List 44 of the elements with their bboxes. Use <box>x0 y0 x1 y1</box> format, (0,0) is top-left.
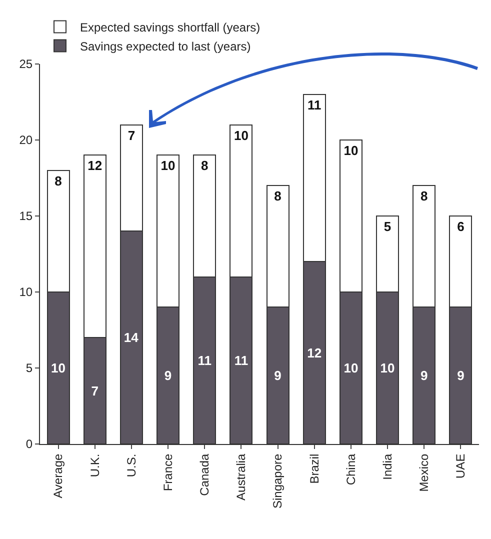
legend-label: Expected savings shortfall (years) <box>80 20 260 34</box>
data-label: 10 <box>234 128 248 143</box>
data-label: 8 <box>201 158 208 174</box>
data-label: 10 <box>344 143 358 158</box>
y-tick-label: 5 <box>26 361 33 376</box>
data-label: 10 <box>380 360 395 376</box>
data-label: 7 <box>91 383 98 398</box>
data-label: 12 <box>307 345 322 360</box>
data-label: 9 <box>420 368 428 384</box>
data-label: 9 <box>164 368 172 384</box>
x-tick-label: Average <box>51 453 66 498</box>
y-tick-label: 10 <box>19 285 33 300</box>
x-tick-label: China <box>344 453 358 486</box>
data-label: 7 <box>128 128 136 143</box>
data-label: 14 <box>124 330 140 346</box>
x-tick-label: France <box>160 453 175 492</box>
data-label: 9 <box>457 368 464 384</box>
data-label: 6 <box>457 219 464 234</box>
x-tick-label: UAE <box>454 454 468 478</box>
x-tick-label: U.S. <box>124 454 138 478</box>
x-tick-label: Singapore <box>270 453 285 509</box>
x-tick-label: Canada <box>198 453 212 496</box>
legend-label: Savings expected to last (years) <box>80 39 251 54</box>
data-label: 11 <box>234 352 248 368</box>
y-tick-label: 0 <box>26 437 33 452</box>
data-label: 5 <box>384 219 392 234</box>
data-label: 8 <box>274 188 282 204</box>
data-label: 10 <box>344 360 358 376</box>
data-label: 12 <box>88 158 102 174</box>
data-label: 11 <box>198 352 212 368</box>
data-label: 9 <box>274 368 282 384</box>
x-tick-label: U.K. <box>88 454 102 478</box>
data-label: 11 <box>308 97 322 112</box>
y-tick-label: 20 <box>19 133 33 148</box>
data-label: 8 <box>420 188 428 204</box>
data-label: 8 <box>54 173 62 188</box>
x-tick-label: India <box>380 453 394 480</box>
y-tick-label: 15 <box>19 209 33 224</box>
x-tick-label: Australia <box>234 453 248 500</box>
x-tick-label: Mexico <box>417 453 432 492</box>
data-label: 10 <box>51 360 66 376</box>
y-tick-label: 25 <box>19 57 33 72</box>
data-label: 10 <box>160 158 176 174</box>
x-tick-label: Brazil <box>307 454 322 484</box>
